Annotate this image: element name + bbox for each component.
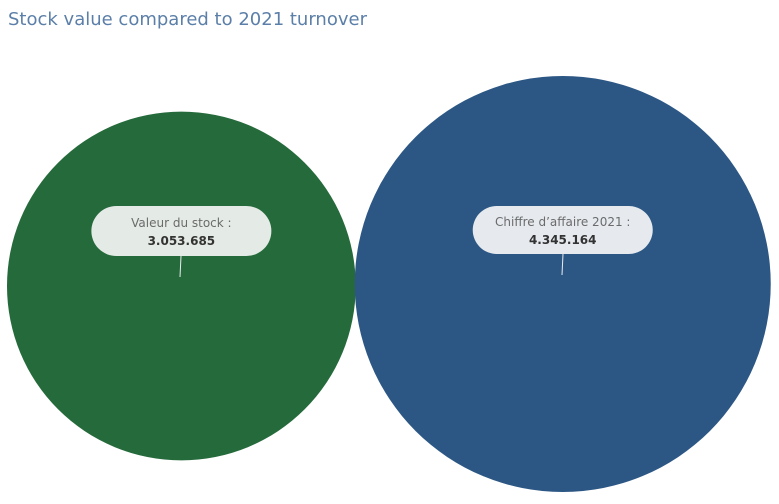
bubble-1[interactable]: Valeur du stock : 3.053.685 (7, 111, 356, 461)
label-leader-line (179, 255, 182, 278)
bubble-value-text: 3.053.685 (148, 234, 216, 248)
bubble-label-text: Valeur du stock : (131, 216, 231, 230)
label-leader-line (561, 253, 564, 276)
bubble-circle[interactable] (7, 111, 356, 461)
value-label-pill (472, 206, 653, 254)
bubble-2[interactable]: Chiffre d’affaire 2021 : 4.345.164 (354, 76, 771, 492)
bubble-value-text: 4.345.164 (529, 233, 597, 247)
bubble-label-text: Chiffre d’affaire 2021 : (495, 215, 630, 229)
chart-title: Stock value compared to 2021 turnover (8, 9, 367, 30)
value-label-pill (91, 206, 272, 256)
bubble-circle[interactable] (354, 76, 771, 492)
